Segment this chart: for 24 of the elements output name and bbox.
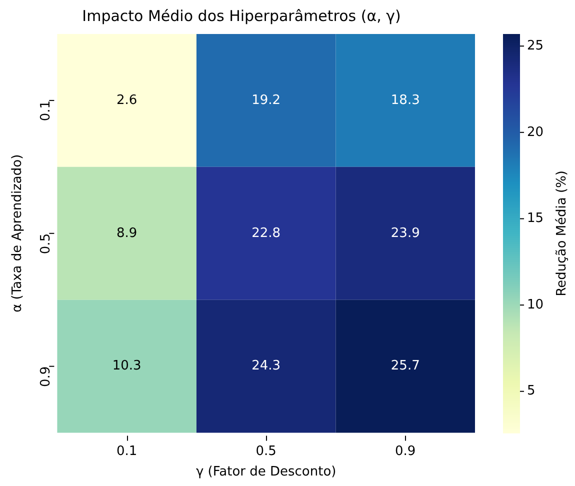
x-tick-label: 0.9	[395, 444, 416, 459]
color-bar-label: 20	[527, 124, 544, 140]
data-label: 25.7	[390, 358, 420, 374]
color-bar-label: 25	[527, 38, 544, 54]
color-bar-title: Redução Média (%)	[554, 170, 570, 296]
y-axis-title: α (Taxa de Aprendizado)	[10, 154, 26, 312]
data-label: 22.8	[252, 226, 281, 241]
data-label: 10.3	[112, 358, 142, 374]
data-label: 24.3	[252, 358, 281, 374]
data-label: 8.9	[116, 226, 138, 241]
x-tick-label: 0.1	[116, 444, 138, 459]
x-axis-title: γ (Fator de Desconto)	[196, 464, 336, 480]
data-label: 23.9	[390, 226, 420, 241]
color-bar-label: 5	[527, 384, 536, 399]
x-tick-label: 0.5	[256, 444, 276, 459]
y-tick-label: 0.9	[38, 366, 54, 388]
y-tick-label: 0.1	[38, 100, 54, 122]
chart-title: Impacto Médio dos Hiperparâmetros (α, γ)	[82, 6, 401, 25]
data-label: 18.3	[390, 92, 420, 108]
data-label: 2.6	[116, 92, 138, 108]
color-bar-label: 15	[527, 211, 544, 226]
data-label: 19.2	[252, 92, 281, 108]
color-bar-label: 10	[527, 297, 544, 312]
y-tick-label: 0.5	[38, 233, 54, 254]
